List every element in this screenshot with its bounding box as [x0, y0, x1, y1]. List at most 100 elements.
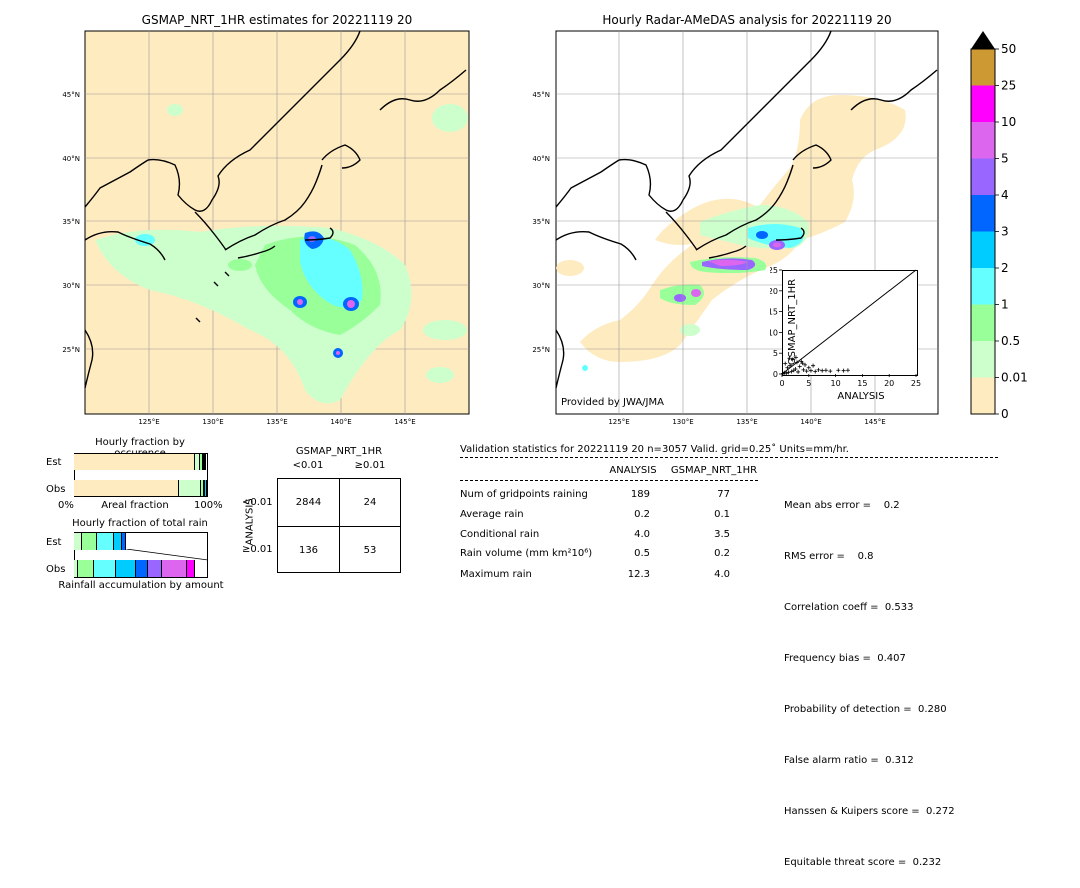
scatter-point: [804, 369, 809, 374]
scatter-point: [828, 369, 833, 374]
contingency-cell: 2844: [295, 497, 322, 508]
colorbar-label: 2: [1001, 261, 1009, 275]
scatter-xtick-label: 5: [806, 379, 811, 388]
stat-row-analysis: 12.3: [627, 569, 650, 580]
colorbar-label: 0: [1001, 407, 1009, 420]
score-line: Probability of detection = 0.280: [784, 704, 947, 715]
score-line: Frequency bias = 0.407: [784, 653, 906, 664]
fraction-segment: [186, 560, 195, 577]
scatter-point: [811, 363, 816, 368]
contingency-row-header: <0.01: [242, 497, 273, 508]
colorbar: 50 25 10 5 4 3 2 1 0.5 0.01 0: [970, 31, 1028, 420]
scatter-point: [783, 361, 788, 366]
occurrence-x-left: 0%: [58, 500, 74, 511]
scatter-xtick-label: 15: [857, 379, 867, 388]
score-line: Mean abs error = 0.2: [784, 500, 900, 511]
scatter-xtick-label: 25: [911, 379, 921, 388]
colorbar-band: [971, 304, 995, 341]
occurrence-est-label: Est: [46, 457, 62, 468]
colorbar-label: 10: [1001, 115, 1016, 129]
occurrence-est-bar: [74, 454, 208, 470]
lon-label: 135°E: [736, 418, 757, 426]
scatter-point: [800, 361, 805, 366]
rainfrac-obs-label: Obs: [46, 564, 66, 575]
scatter-plot: 0 5 10 15 20 25 0 5 10 15 20 25 ANALYSIS GSMAP_NRT_…: [770, 266, 921, 402]
validation-col-header: ANALYSIS: [609, 465, 657, 476]
colorbar-band: [971, 268, 995, 305]
stat-row-gsmap: 0.2: [714, 548, 730, 559]
scatter-point: [787, 356, 792, 361]
left-map-lon-labels: 125°E 130°E 135°E 140°E 145°E: [138, 418, 415, 426]
scatter-point: [785, 365, 790, 370]
scatter-point: [801, 367, 806, 372]
lon-label: 145°E: [864, 418, 885, 426]
fraction-segment: [205, 480, 207, 496]
fraction-segment: [74, 533, 83, 550]
fraction-segment: [122, 533, 127, 550]
fraction-segment: [202, 454, 204, 470]
fraction-segment: [147, 560, 163, 577]
scatter-point: [823, 368, 828, 373]
fraction-segment: [203, 480, 206, 496]
colorbar-band: [971, 85, 995, 122]
lat-label: 25°N: [62, 346, 80, 354]
contingency-col-header: <0.01: [292, 460, 324, 471]
stat-row-analysis: 0.2: [634, 509, 650, 520]
scatter-xtick-label: 0: [779, 379, 784, 388]
fraction-segment: [199, 454, 203, 470]
lat-label: 35°N: [532, 218, 550, 226]
stat-row-label: Num of gridpoints raining: [460, 489, 588, 500]
colorbar-label: 3: [1001, 225, 1009, 239]
stat-row-analysis: 189: [630, 489, 650, 500]
score-line: Hanssen & Kuipers score = 0.272: [784, 806, 955, 817]
rainfrac-est-bar: [74, 533, 208, 550]
scatter-point: [816, 367, 821, 372]
stat-row-gsmap: 4.0: [714, 569, 730, 580]
fraction-segment: [115, 560, 136, 577]
lon-label: 125°E: [608, 418, 629, 426]
lon-label: 135°E: [266, 418, 287, 426]
scatter-ytick-label: 20: [770, 287, 778, 296]
occurrence-xlabel: Areal fraction: [101, 500, 169, 511]
stat-row-gsmap: 77: [717, 489, 730, 500]
lat-label: 45°N: [62, 91, 80, 99]
stat-row-label: Rain volume (mm km²10⁶): [460, 548, 593, 559]
fraction-segment: [96, 533, 115, 550]
stat-row-gsmap: 0.1: [714, 509, 730, 520]
score-line: Correlation coeff = 0.533: [784, 602, 914, 613]
fraction-segment: [178, 480, 202, 496]
lon-label: 140°E: [330, 418, 351, 426]
scatter-xlabel: ANALYSIS: [837, 391, 884, 402]
left-map-title: GSMAP_NRT_1HR estimates for 20221119 20: [141, 13, 413, 27]
scatter-point: [820, 368, 825, 373]
scatter-point: [845, 368, 850, 373]
lon-label: 145°E: [394, 418, 415, 426]
lat-label: 30°N: [532, 282, 550, 290]
fraction-segment: [201, 480, 204, 496]
colorbar-labels: 50 25 10 5 4 3 2 1 0.5 0.01 0: [995, 42, 1028, 420]
scatter-xtick-label: 10: [831, 379, 841, 388]
validation-scores: Mean abs error = 0.2 RMS error = 0.8 Cor…: [784, 463, 955, 888]
fraction-segment: [114, 533, 123, 550]
scatter-point: [789, 369, 794, 374]
lon-label: 130°E: [672, 418, 693, 426]
colorbar-band: [971, 341, 995, 378]
occurrence-frame: [74, 453, 208, 497]
contingency-grid: 2844 24 136 53: [277, 478, 401, 573]
lat-label: 35°N: [62, 218, 80, 226]
lat-label: 40°N: [62, 155, 80, 163]
lat-label: 30°N: [62, 282, 80, 290]
fraction-segment: [206, 480, 208, 496]
stat-row-label: Average rain: [460, 509, 524, 520]
colorbar-band: [971, 49, 995, 86]
stat-row-analysis: 0.5: [634, 548, 650, 559]
fraction-segment: [82, 533, 97, 550]
validation-header-divider: [460, 480, 758, 481]
scatter-ytick-label: 15: [770, 308, 778, 317]
lat-label: 45°N: [532, 91, 550, 99]
scatter-point: [784, 371, 789, 376]
contingency-row-axis-label: ANALYSIS: [244, 498, 256, 546]
scatter-ytick-label: 5: [773, 349, 778, 358]
occurrence-obs-label: Obs: [46, 484, 66, 495]
fraction-segment: [74, 560, 79, 577]
